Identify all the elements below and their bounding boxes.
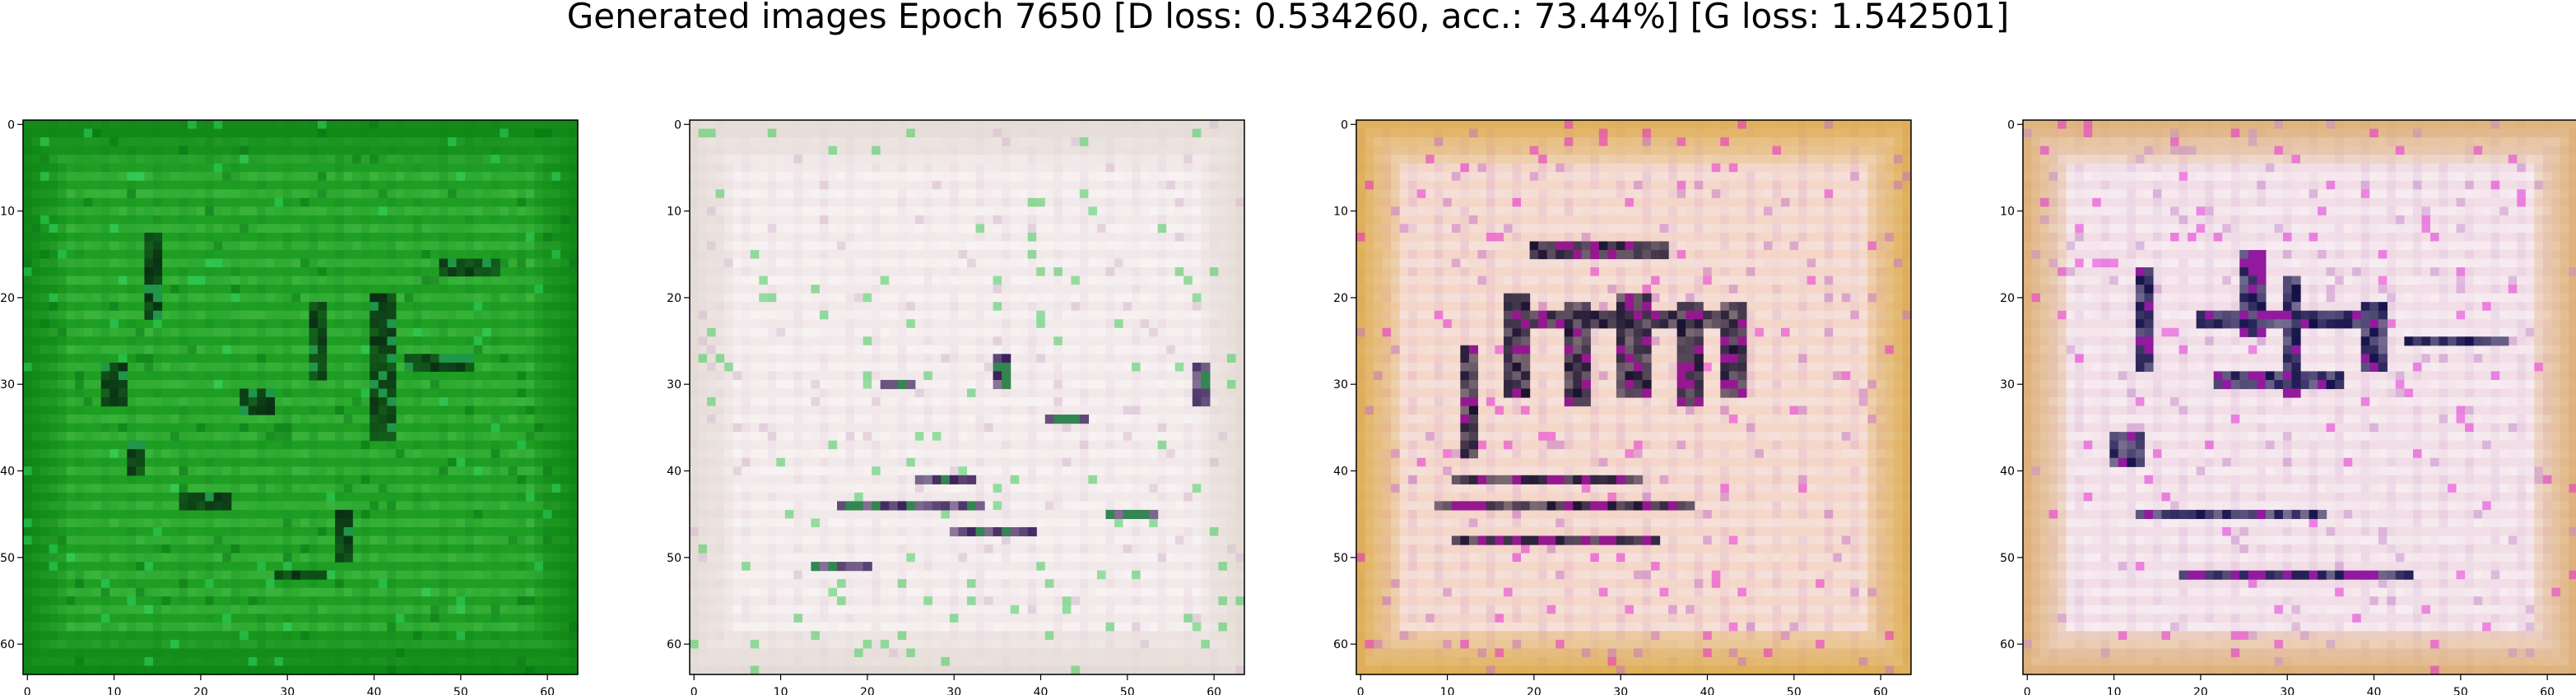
y-tick-label: 20 bbox=[667, 292, 681, 305]
image-strokes bbox=[811, 354, 1211, 572]
y-tick-label: 50 bbox=[667, 552, 681, 565]
x-tick-label: 10 bbox=[2107, 686, 2122, 695]
x-tick-label: 0 bbox=[1357, 686, 1365, 695]
y-tick-label: 60 bbox=[2000, 638, 2015, 651]
y-tick-label: 50 bbox=[0, 552, 15, 565]
y-tick-label: 30 bbox=[1333, 378, 1348, 392]
x-tick-label: 10 bbox=[107, 686, 122, 695]
y-tick-label: 10 bbox=[0, 206, 15, 219]
x-tick-label: 20 bbox=[2193, 686, 2208, 695]
y-tick-label: 20 bbox=[0, 292, 15, 305]
y-tick-label: 10 bbox=[667, 206, 681, 219]
x-tick-label: 30 bbox=[2280, 686, 2295, 695]
x-tick-label: 40 bbox=[367, 686, 382, 695]
y-tick-label: 0 bbox=[7, 118, 15, 132]
y-tick-label: 30 bbox=[667, 378, 681, 392]
y-tick-label: 40 bbox=[0, 466, 15, 479]
x-tick-label: 50 bbox=[2453, 686, 2468, 695]
y-tick-label: 30 bbox=[0, 378, 15, 392]
x-tick-label: 60 bbox=[1207, 686, 1221, 695]
generated-image-panel-2: 0 10 20 30 40 50 60 0 10 20 30 40 50 60 bbox=[667, 118, 1245, 695]
x-tick-label: 50 bbox=[453, 686, 468, 695]
y-tick-label: 0 bbox=[674, 118, 681, 132]
figure-title: Generated images Epoch 7650 [D loss: 0.5… bbox=[566, 0, 2010, 36]
generated-image-panel-1: 0 10 20 30 40 50 60 0 10 20 30 40 50 60 bbox=[0, 118, 579, 695]
x-tick-label: 30 bbox=[1613, 686, 1628, 695]
y-tick-label: 60 bbox=[667, 638, 681, 651]
y-tick-label: 10 bbox=[1333, 206, 1348, 219]
x-tick-label: 30 bbox=[280, 686, 295, 695]
y-tick-label: 30 bbox=[2000, 378, 2015, 392]
y-tick-label: 60 bbox=[0, 638, 15, 651]
x-tick-label: 0 bbox=[690, 686, 698, 695]
x-tick-label: 60 bbox=[1873, 686, 1888, 695]
axes-frame bbox=[2022, 119, 2576, 675]
y-tick-label: 60 bbox=[1333, 638, 1348, 651]
x-tick-label: 20 bbox=[860, 686, 875, 695]
y-tick-label: 40 bbox=[2000, 466, 2015, 479]
x-tick-label: 20 bbox=[1527, 686, 1541, 695]
y-tick-label: 20 bbox=[2000, 292, 2015, 305]
x-tick-label: 50 bbox=[1787, 686, 1802, 695]
axes-frame bbox=[1355, 119, 1912, 675]
y-tick-label: 0 bbox=[1341, 118, 1348, 132]
y-tick-label: 40 bbox=[1333, 466, 1348, 479]
y-tick-label: 20 bbox=[1333, 292, 1348, 305]
x-tick-label: 20 bbox=[193, 686, 208, 695]
x-tick-label: 30 bbox=[946, 686, 961, 695]
x-tick-label: 40 bbox=[1700, 686, 1715, 695]
y-tick-label: 10 bbox=[2000, 206, 2015, 219]
x-tick-label: 50 bbox=[1120, 686, 1135, 695]
axes-frame bbox=[689, 119, 1245, 675]
image-strokes bbox=[100, 232, 500, 580]
x-tick-label: 10 bbox=[774, 686, 788, 695]
generated-image-panel-4: 0 10 20 30 40 50 60 0 10 20 30 40 50 60 bbox=[2000, 118, 2576, 695]
y-tick-label: 50 bbox=[2000, 552, 2015, 565]
x-tick-label: 0 bbox=[2024, 686, 2031, 695]
x-tick-label: 0 bbox=[24, 686, 31, 695]
axes-frame bbox=[22, 119, 579, 675]
x-tick-label: 60 bbox=[2540, 686, 2555, 695]
image-pixels bbox=[2023, 120, 2576, 675]
x-tick-label: 10 bbox=[1440, 686, 1455, 695]
y-tick-label: 0 bbox=[2007, 118, 2015, 132]
y-tick-label: 40 bbox=[667, 466, 681, 479]
x-tick-label: 60 bbox=[540, 686, 555, 695]
y-tick-label: 50 bbox=[1333, 552, 1348, 565]
generated-image-panel-3: 0 10 20 30 40 50 60 0 10 20 30 40 50 60 bbox=[1333, 118, 1912, 695]
image-pixels bbox=[690, 120, 1245, 675]
x-tick-label: 40 bbox=[1034, 686, 1049, 695]
image-strokes bbox=[2109, 249, 2509, 580]
image-strokes bbox=[1434, 241, 1747, 545]
x-tick-label: 40 bbox=[2367, 686, 2382, 695]
